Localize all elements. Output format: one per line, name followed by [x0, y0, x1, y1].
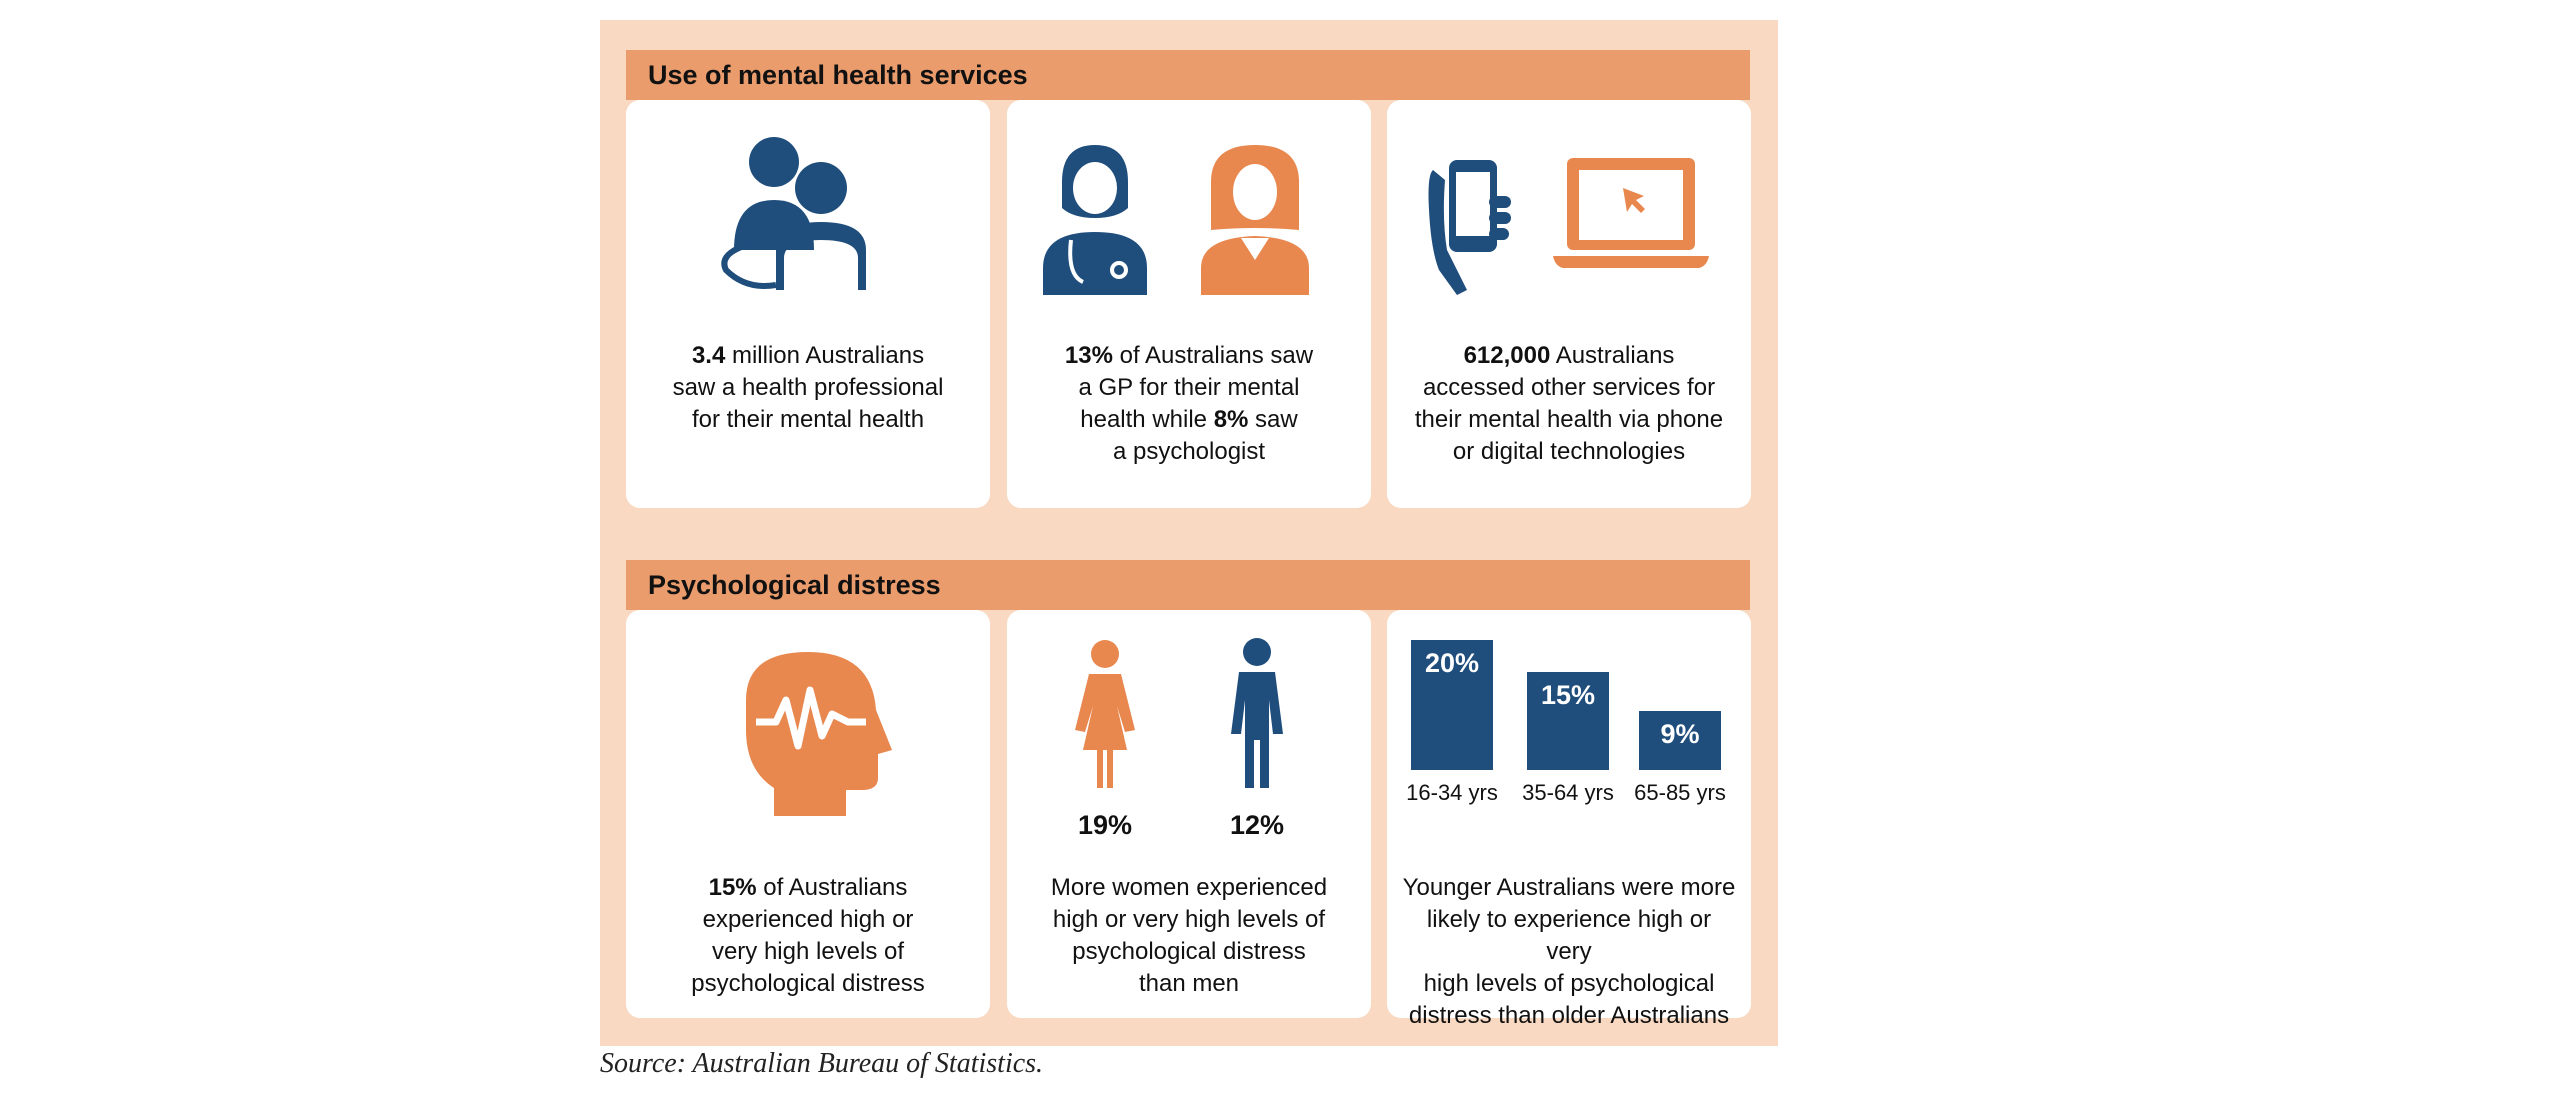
age-bar-chart: 20% 16-34 yrs 15% 35-64 yrs 9% 65-85 yrs — [1387, 610, 1751, 830]
bar-16-34 yrs: 20% — [1411, 640, 1493, 770]
text-line: a GP for their mental — [1078, 374, 1300, 401]
people-consultation-icon — [721, 137, 866, 290]
bar-35-64 yrs: 15% — [1527, 672, 1609, 770]
text-line: experienced high or — [702, 906, 914, 933]
bar-category-label: 35-64 yrs — [1522, 780, 1614, 805]
text-line: of Australians — [756, 874, 908, 901]
card-health-professional: 3.4 million Australians saw a health pro… — [626, 100, 990, 508]
bar-category-label: 16-34 yrs — [1406, 780, 1498, 805]
text-line: psychological distress — [691, 970, 925, 997]
text-line: saw a health professional — [672, 374, 944, 401]
card-text: 13% of Australians saw a GP for their me… — [1021, 340, 1357, 468]
text-line: for their mental health — [691, 406, 925, 433]
text-line: high or very high levels of — [1052, 906, 1326, 933]
woman-and-man-icon — [1075, 638, 1283, 788]
card-text: Younger Australians were more likely to … — [1401, 872, 1737, 1032]
text-line: accessed other services for — [1422, 374, 1716, 401]
text-line: Younger Australians were more — [1402, 874, 1736, 901]
text-line: very high levels of — [711, 938, 905, 965]
source-caption: Source: Australian Bureau of Statistics. — [600, 1048, 1044, 1079]
stat-value: 15% — [708, 874, 757, 901]
doctor-and-psychologist-icon — [1043, 145, 1309, 295]
infographic-panel: Use of mental health services 3.4 millio… — [600, 20, 1778, 1046]
text-line: psychological distress — [1072, 938, 1306, 965]
card-women-men: 19% 12% More women experienced high or v… — [1007, 610, 1371, 1018]
women-percentage: 19% — [1077, 810, 1133, 840]
stat-value: 3.4 — [691, 342, 726, 369]
stat-value: 612,000 — [1463, 342, 1551, 369]
head-brainwave-icon — [746, 652, 892, 816]
text-line: likely to experience high or very — [1426, 906, 1712, 965]
men-percentage: 12% — [1229, 810, 1285, 840]
stat-value: 13% — [1064, 342, 1113, 369]
text-line: their mental health via phone — [1414, 406, 1724, 433]
text-line: health while — [1080, 406, 1214, 433]
card-gp-psychologist: 13% of Australians saw a GP for their me… — [1007, 100, 1371, 508]
text-line: saw — [1248, 406, 1298, 433]
bar-value-label: 15% — [1540, 680, 1596, 710]
text-line: than men — [1138, 970, 1240, 997]
section-header-services: Use of mental health services — [626, 50, 1750, 100]
text-line: million Australians — [725, 342, 925, 369]
text-line: Australians — [1550, 342, 1675, 369]
text-line: high levels of psychological — [1423, 970, 1715, 997]
text-line: More women experienced — [1050, 874, 1328, 901]
bar-category-label: 65-85 yrs — [1634, 780, 1726, 805]
text-line: of Australians saw — [1112, 342, 1314, 369]
bar-value-label: 9% — [1660, 719, 1700, 749]
card-text: 3.4 million Australians saw a health pro… — [640, 340, 976, 436]
bar-value-label: 20% — [1424, 648, 1480, 678]
bar-65-85 yrs: 9% — [1639, 711, 1721, 770]
text-line: distress than older Australians — [1408, 1002, 1730, 1029]
text-line: a psychologist — [1112, 438, 1266, 465]
card-text: 612,000 Australians accessed other servi… — [1401, 340, 1737, 468]
card-text: 15% of Australians experienced high or v… — [640, 872, 976, 1000]
card-distress-overall: 15% of Australians experienced high or v… — [626, 610, 990, 1018]
stat-value: 8% — [1213, 406, 1249, 433]
section-header-distress: Psychological distress — [626, 560, 1750, 610]
text-line: or digital technologies — [1452, 438, 1686, 465]
phone-and-laptop-icon — [1428, 158, 1709, 295]
card-text: More women experienced high or very high… — [1021, 872, 1357, 1000]
card-age-groups: 20% 16-34 yrs 15% 35-64 yrs 9% 65-85 yrs Youn… — [1387, 610, 1751, 1029]
card-digital-services: 612,000 Australians accessed other servi… — [1387, 100, 1751, 508]
